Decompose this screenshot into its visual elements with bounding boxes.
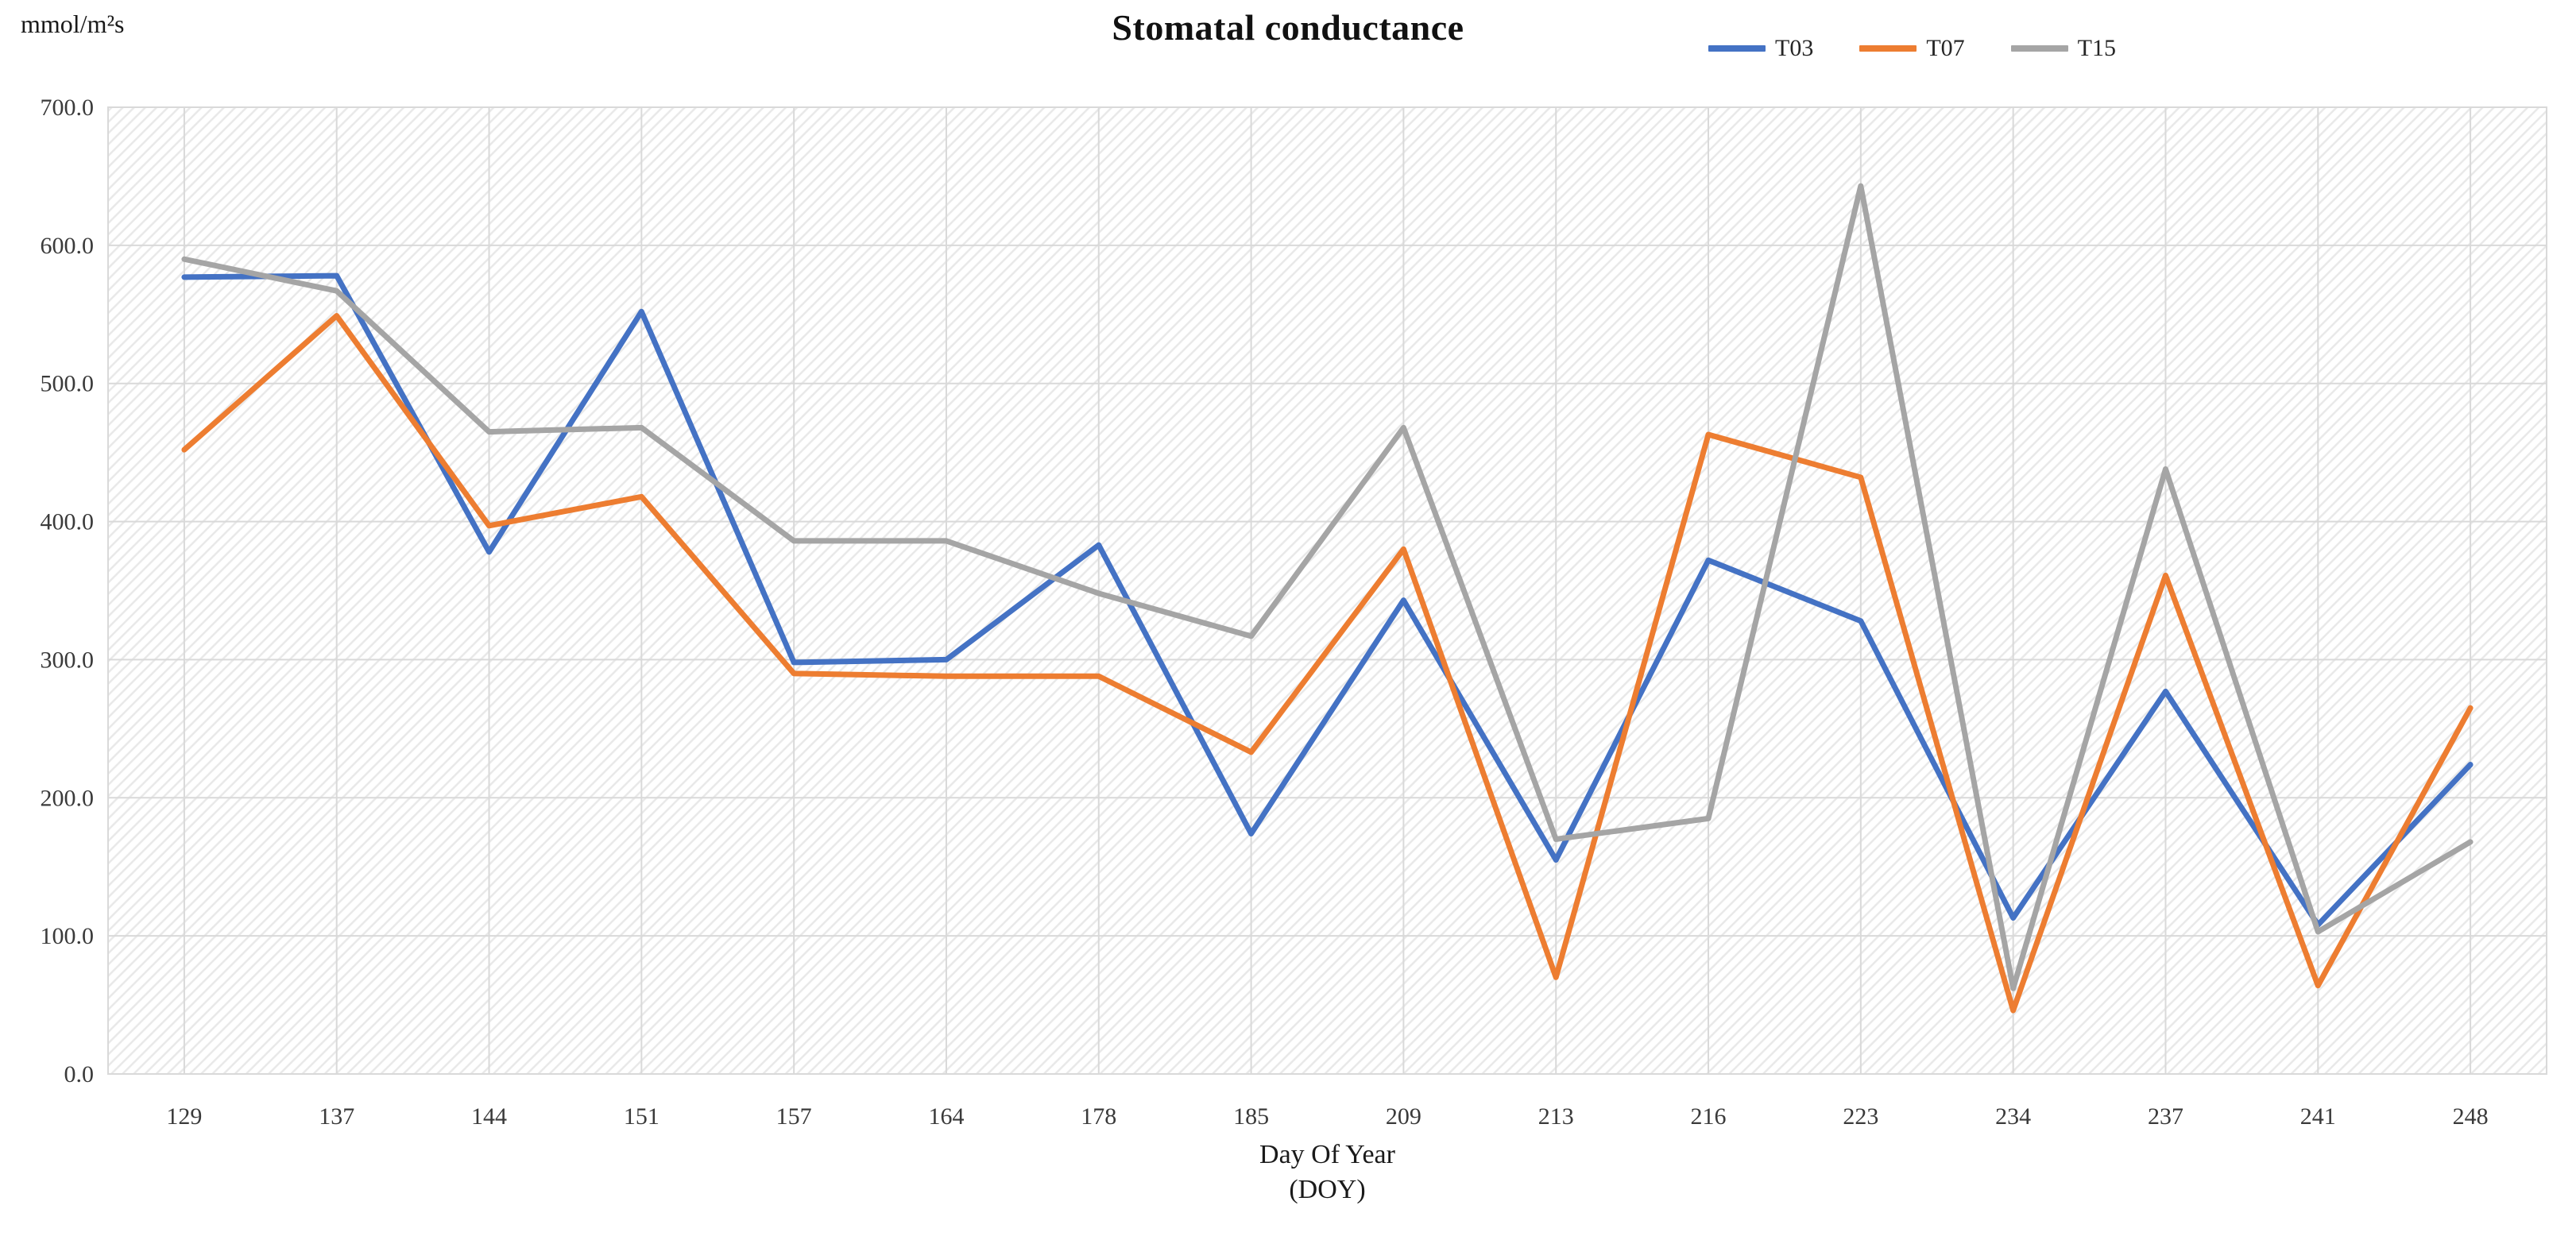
x-tick-label: 178 <box>1081 1103 1116 1130</box>
plot-border <box>107 106 2547 1075</box>
x-tick-label: 237 <box>2148 1103 2183 1130</box>
legend-label-t15: T15 <box>2077 35 2116 61</box>
x-axis-title-line1: Day Of Year <box>1259 1140 1395 1169</box>
x-tick-label: 129 <box>166 1103 202 1130</box>
y-tick-label: 400.0 <box>41 509 95 535</box>
y-tick-label: 300.0 <box>41 647 95 673</box>
legend: T03 T07 T15 <box>1708 35 2116 62</box>
x-tick-label: 151 <box>624 1103 659 1130</box>
x-tick-label: 248 <box>2453 1103 2489 1130</box>
x-tick-label: 137 <box>319 1103 354 1130</box>
y-tick-label: 0.0 <box>64 1061 95 1087</box>
legend-label-t07: T07 <box>1926 35 1965 61</box>
legend-item-t03: T03 <box>1708 35 1813 62</box>
legend-swatch-t07-icon <box>1859 45 1917 52</box>
y-tick-label: 200.0 <box>41 785 95 811</box>
y-tick-label: 600.0 <box>41 233 95 259</box>
x-tick-label: 241 <box>2300 1103 2336 1130</box>
chart-title: Stomatal conductance <box>1112 7 1464 48</box>
y-tick-label: 500.0 <box>41 371 95 397</box>
x-tick-label: 223 <box>1843 1103 1878 1130</box>
hatch-background <box>108 107 2547 1074</box>
legend-item-t15: T15 <box>2010 35 2116 62</box>
y-tick-label: 700.0 <box>41 95 95 121</box>
x-tick-label: 209 <box>1386 1103 1421 1130</box>
x-tick-label: 164 <box>928 1103 964 1130</box>
x-tick-label: 234 <box>1995 1103 2031 1130</box>
y-tick-label: 100.0 <box>41 923 95 949</box>
x-tick-label: 213 <box>1538 1103 1574 1130</box>
x-axis-title: Day Of Year (DOY) <box>108 1138 2547 1207</box>
x-tick-label: 157 <box>776 1103 812 1130</box>
legend-swatch-t15-icon <box>2010 45 2068 52</box>
legend-label-t03: T03 <box>1775 35 1814 61</box>
x-tick-label: 144 <box>471 1103 507 1130</box>
x-axis-title-line2: (DOY) <box>1289 1175 1366 1204</box>
x-tick-label: 185 <box>1233 1103 1269 1130</box>
x-tick-label: 216 <box>1691 1103 1727 1130</box>
legend-item-t07: T07 <box>1859 35 1965 62</box>
legend-swatch-t03-icon <box>1708 45 1766 52</box>
y-axis-unit-label: mmol/m²s <box>21 10 125 38</box>
series-line-T15 <box>181 183 2474 991</box>
series-line-T07 <box>181 313 2474 1014</box>
